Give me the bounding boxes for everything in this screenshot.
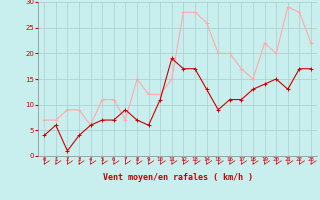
X-axis label: Vent moyen/en rafales ( km/h ): Vent moyen/en rafales ( km/h ) — [103, 173, 252, 182]
